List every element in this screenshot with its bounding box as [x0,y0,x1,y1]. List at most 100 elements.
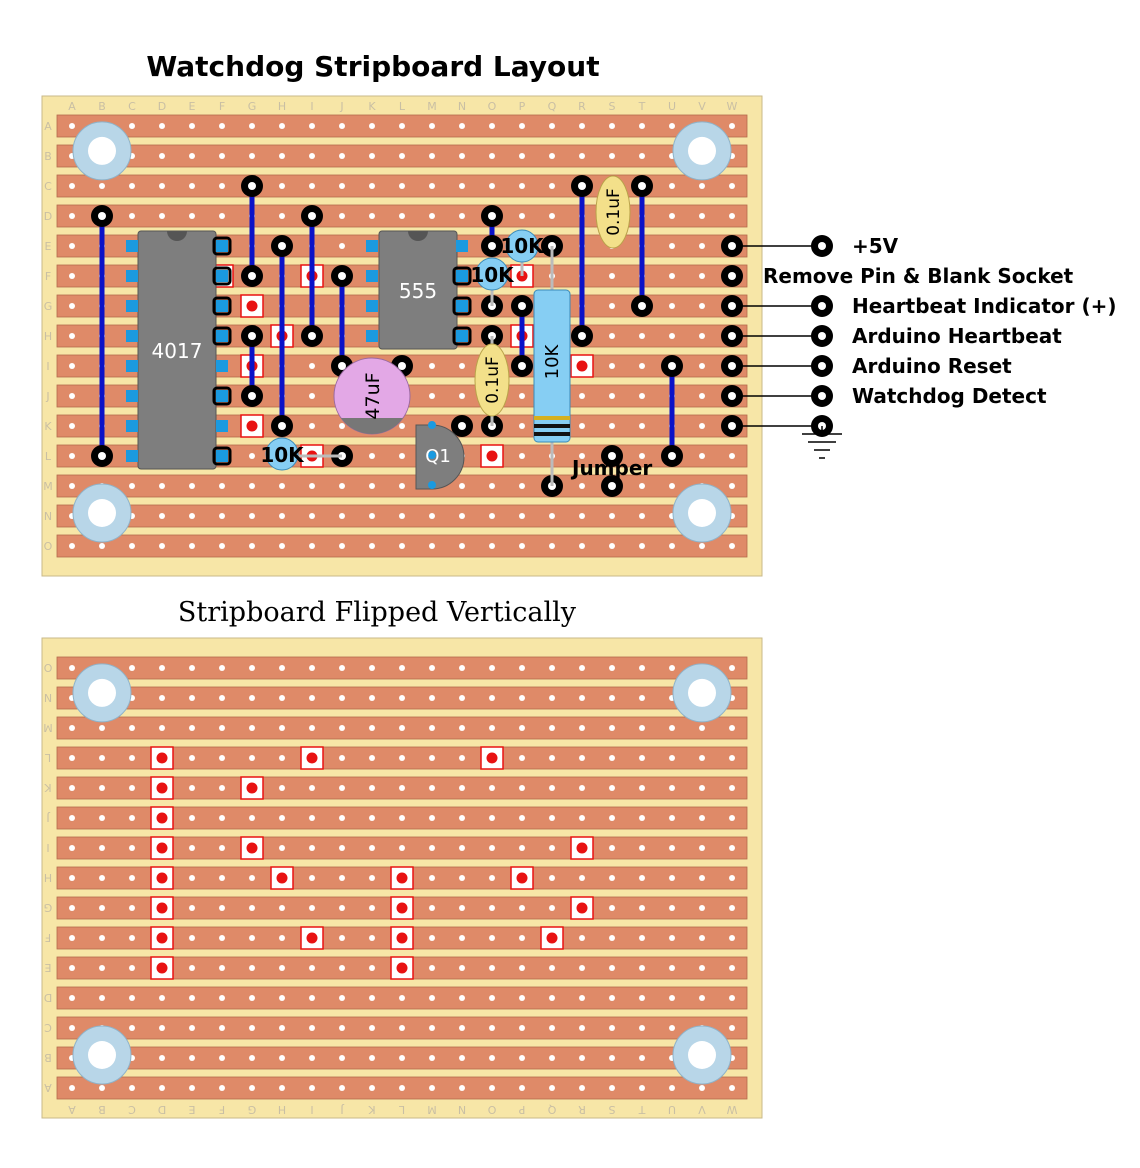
top-hole [339,543,345,549]
bottom-hole [639,695,645,701]
bottom-track-cut-mark [246,782,258,794]
top-hole [459,483,465,489]
res-10k-long-band3 [534,432,570,436]
solder-pad-hole [518,362,526,370]
bottom-hole [459,965,465,971]
bottom-hole [189,785,195,791]
top-hole [489,543,495,549]
top-col-label: K [368,100,376,113]
top-hole [459,123,465,129]
ground-icon [802,426,842,459]
bottom-hole [699,755,705,761]
ic-pin-solder [212,446,232,466]
bottom-row-label: H [44,871,52,884]
bottom-hole [99,785,105,791]
bottom-hole [639,905,645,911]
top-hole [69,273,75,279]
top-row-label: L [45,450,52,463]
bottom-col-label: P [518,1103,525,1116]
bottom-col-label: F [219,1103,225,1116]
top-hole [369,123,375,129]
bottom-hole [669,785,675,791]
top-col-label: A [68,100,76,113]
bottom-hole [519,815,525,821]
ic-pin [456,240,468,252]
top-hole [309,513,315,519]
top-hole [339,483,345,489]
bottom-hole [639,995,645,1001]
bottom-hole [609,725,615,731]
bottom-hole [309,965,315,971]
top-hole [519,453,525,459]
bottom-hole [489,1025,495,1031]
bottom-hole [639,1025,645,1031]
bottom-track-cut-mark [276,872,288,884]
top-hole [339,213,345,219]
top-hole [399,453,405,459]
top-hole [369,513,375,519]
bottom-hole [429,755,435,761]
ic-pin [216,330,228,342]
bottom-hole [189,755,195,761]
top-hole [399,183,405,189]
header-pin-hole [728,302,736,310]
bottom-col-label: L [398,1103,405,1116]
bottom-hole [429,875,435,881]
top-hole [279,183,285,189]
connections: +5V Remove Pin & Blank Socket Heartbeat In… [721,234,1117,437]
bottom-hole [279,905,285,911]
bottom-hole [729,845,735,851]
ic-pin [216,270,228,282]
top-row-label: K [44,420,52,433]
bottom-hole [459,935,465,941]
top-hole [699,453,705,459]
ic-pin [456,300,468,312]
ic-pin [126,330,138,342]
bottom-hole [399,995,405,1001]
bottom-row-label: F [45,931,51,944]
bottom-hole [579,785,585,791]
top-hole [279,543,285,549]
bottom-hole [99,845,105,851]
ic-pin-solder [212,236,232,256]
bottom-hole [729,665,735,671]
top-hole [249,153,255,159]
bottom-hole [279,1085,285,1091]
bottom-hole [699,935,705,941]
bottom-hole [129,995,135,1001]
ic-pin [126,420,138,432]
bottom-mount-hole-center [88,678,116,707]
top-hole [609,273,615,279]
top-mount-hole-center [88,136,116,165]
top-hole [249,513,255,519]
bottom-hole [219,875,225,881]
connection-label: +5V [852,234,899,258]
bottom-hole [369,725,375,731]
top-hole [639,423,645,429]
bottom-hole [699,785,705,791]
top-hole [99,183,105,189]
bottom-hole [639,935,645,941]
bottom-hole [669,665,675,671]
bottom-hole [579,995,585,1001]
bottom-hole [459,875,465,881]
top-hole [69,543,75,549]
top-hole [639,363,645,369]
top-col-label: N [458,100,466,113]
top-hole [639,153,645,159]
top-col-label: D [158,100,166,113]
top-hole [729,213,735,219]
top-hole [459,363,465,369]
top-hole [279,483,285,489]
top-col-label: R [578,100,586,113]
bottom-hole [429,665,435,671]
top-hole [459,153,465,159]
bottom-track-cut-mark [396,902,408,914]
top-hole [69,393,75,399]
bottom-hole [549,755,555,761]
top-hole [369,543,375,549]
bottom-hole [579,755,585,761]
bottom-col-label: B [98,1103,106,1116]
top-hole [369,453,375,459]
bottom-track-cut-mark [156,812,168,824]
